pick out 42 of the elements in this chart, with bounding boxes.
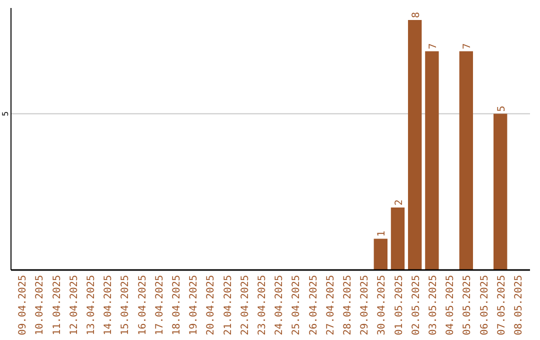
x-tick-label: 14.04.2025: [103, 275, 114, 336]
x-tick-label: 18.04.2025: [171, 275, 182, 336]
x-tick-label: 30.04.2025: [376, 275, 388, 336]
x-tick-label: 04.05.2025: [445, 275, 456, 336]
x-tick-label: 17.04.2025: [154, 275, 166, 336]
x-tick-label: 12.04.2025: [68, 275, 80, 336]
x-tick-label: 13.04.2025: [86, 275, 97, 336]
data-label: 5: [496, 106, 508, 112]
x-tick-label: 03.05.2025: [428, 275, 439, 336]
x-tick-label: 29.04.2025: [360, 275, 371, 336]
x-tick-label: 01.05.2025: [394, 275, 405, 336]
x-tick-label: 15.04.2025: [120, 275, 132, 336]
x-tick-label: 08.05.2025: [513, 275, 524, 336]
x-tick-label: 06.05.2025: [479, 275, 490, 336]
data-label: 1: [376, 230, 388, 237]
x-tick-label: 26.04.2025: [308, 275, 320, 336]
x-tick-label: 09.04.2025: [18, 275, 29, 336]
x-tick-label: 24.04.2025: [274, 275, 286, 336]
x-tick-label: 21.04.2025: [222, 275, 234, 336]
bar: [494, 114, 508, 270]
bar: [425, 51, 439, 270]
x-tick-label: 02.05.2025: [410, 275, 422, 336]
x-tick-label: 28.04.2025: [342, 275, 354, 336]
x-tick-label: 16.04.2025: [137, 275, 148, 336]
x-tick-label: 10.04.2025: [34, 275, 46, 336]
bar: [408, 20, 422, 270]
x-tick-label: 07.05.2025: [496, 275, 508, 336]
x-tick-label: 27.04.2025: [325, 275, 336, 336]
x-tick-label: 25.04.2025: [291, 275, 302, 336]
data-label: 7: [462, 43, 474, 50]
x-tick-label: 22.04.2025: [240, 275, 251, 336]
bar: [459, 51, 473, 270]
x-tick-label: 23.04.2025: [256, 275, 268, 336]
x-tick-label: 19.04.2025: [188, 275, 200, 336]
x-tick-label: 05.05.2025: [462, 275, 474, 336]
bar: [374, 238, 388, 270]
data-label: 2: [394, 199, 405, 206]
x-tick-label: 11.04.2025: [52, 275, 63, 336]
bar: [390, 208, 405, 270]
x-tick-label: 20.04.2025: [206, 275, 217, 336]
data-label: 8: [410, 12, 422, 18]
data-label: 7: [428, 43, 439, 50]
